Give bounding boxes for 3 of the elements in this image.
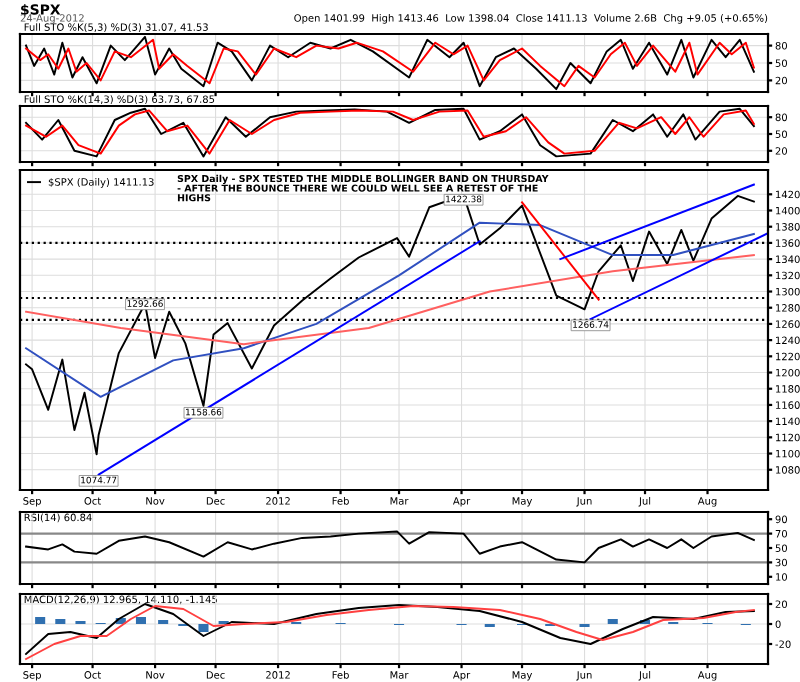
line-series <box>25 530 755 564</box>
line-series <box>25 221 755 398</box>
line-series <box>25 254 755 346</box>
